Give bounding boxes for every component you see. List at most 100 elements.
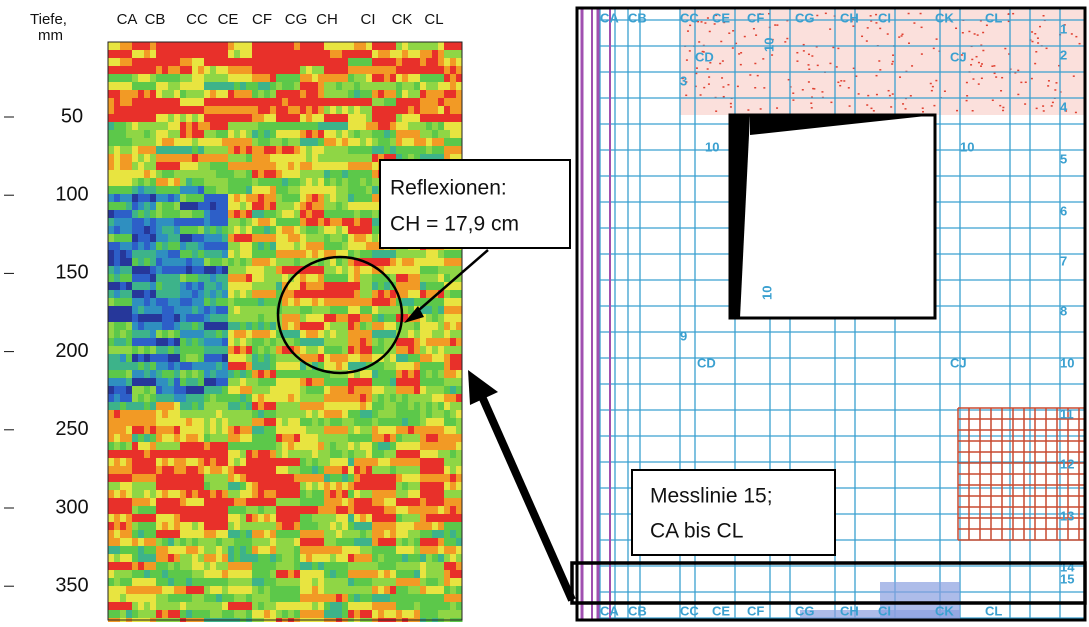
heat-cell bbox=[396, 274, 403, 283]
heat-cell bbox=[372, 602, 379, 611]
heat-cell bbox=[210, 258, 217, 267]
dot bbox=[870, 107, 873, 110]
heat-cell bbox=[312, 82, 319, 91]
heat-cell bbox=[264, 410, 271, 419]
heat-cell bbox=[324, 370, 331, 379]
heat-cell bbox=[264, 394, 271, 403]
heat-cell bbox=[174, 498, 181, 507]
heat-cell bbox=[144, 322, 151, 331]
heat-cell bbox=[168, 242, 175, 251]
heat-cell bbox=[174, 298, 181, 307]
heat-cell bbox=[192, 138, 199, 147]
heat-cell bbox=[426, 482, 433, 491]
heat-cell bbox=[444, 354, 451, 363]
dot bbox=[879, 27, 882, 30]
heat-cell bbox=[360, 330, 367, 339]
heat-cell bbox=[234, 106, 241, 115]
heat-cell bbox=[192, 194, 199, 203]
heat-cell bbox=[276, 530, 283, 539]
heat-cell bbox=[240, 82, 247, 91]
heat-cell bbox=[450, 522, 457, 531]
heat-cell bbox=[402, 322, 409, 331]
heat-cell bbox=[126, 546, 133, 555]
heat-cell bbox=[108, 578, 115, 587]
heat-cell bbox=[168, 530, 175, 539]
depth-label: 350 bbox=[55, 574, 88, 596]
heat-cell bbox=[228, 426, 235, 435]
heat-cell bbox=[348, 354, 355, 363]
heat-cell bbox=[372, 306, 379, 315]
heat-cell bbox=[336, 322, 343, 331]
heat-cell bbox=[372, 570, 379, 579]
heat-cell bbox=[126, 306, 133, 315]
heat-cell bbox=[222, 322, 229, 331]
heat-cell bbox=[264, 514, 271, 523]
heat-cell bbox=[204, 370, 211, 379]
dot bbox=[1051, 101, 1054, 104]
heat-cell bbox=[168, 298, 175, 307]
heat-cell bbox=[222, 130, 229, 139]
heat-cell bbox=[450, 338, 457, 347]
heat-cell bbox=[294, 474, 301, 483]
heat-cell bbox=[108, 226, 115, 235]
heat-cell bbox=[150, 282, 157, 291]
heat-cell bbox=[222, 442, 229, 451]
heat-cell bbox=[330, 546, 337, 555]
heat-cell bbox=[342, 610, 349, 619]
heat-cell bbox=[234, 202, 241, 211]
heat-cell bbox=[330, 290, 337, 299]
heat-cell bbox=[222, 482, 229, 491]
heat-cell bbox=[306, 402, 313, 411]
heat-cell bbox=[318, 338, 325, 347]
heat-cell bbox=[240, 402, 247, 411]
heat-cell bbox=[402, 594, 409, 603]
heat-cell bbox=[444, 570, 451, 579]
axis-unit: mm bbox=[38, 27, 63, 44]
heat-cell bbox=[420, 250, 427, 259]
heat-cell bbox=[198, 362, 205, 371]
heat-cell bbox=[198, 106, 205, 115]
heat-cell bbox=[372, 458, 379, 467]
heat-cell bbox=[366, 226, 373, 235]
heat-cell bbox=[306, 74, 313, 83]
heat-cell bbox=[276, 498, 283, 507]
heat-cell bbox=[246, 122, 253, 131]
heat-cell bbox=[384, 498, 391, 507]
heat-cell bbox=[210, 242, 217, 251]
heat-cell bbox=[174, 130, 181, 139]
heat-cell bbox=[300, 466, 307, 475]
heat-cell bbox=[180, 570, 187, 579]
heat-cell bbox=[378, 426, 385, 435]
heat-cell bbox=[300, 394, 307, 403]
heat-cell bbox=[156, 362, 163, 371]
heat-cell bbox=[198, 354, 205, 363]
heat-cell bbox=[318, 394, 325, 403]
heat-cell bbox=[228, 602, 235, 611]
heat-cell bbox=[198, 258, 205, 267]
heat-cell bbox=[324, 410, 331, 419]
heat-cell bbox=[372, 426, 379, 435]
heat-cell bbox=[192, 258, 199, 267]
heat-cell bbox=[222, 594, 229, 603]
dot bbox=[735, 42, 738, 45]
heat-cell bbox=[282, 122, 289, 131]
heat-cell bbox=[204, 266, 211, 275]
heat-cell bbox=[306, 170, 313, 179]
heat-cell bbox=[312, 362, 319, 371]
heat-cell bbox=[144, 522, 151, 531]
heat-cell bbox=[330, 58, 337, 67]
heat-cell bbox=[150, 66, 157, 75]
heat-cell bbox=[348, 474, 355, 483]
heat-cell bbox=[228, 290, 235, 299]
dot bbox=[802, 50, 805, 52]
heat-cell bbox=[360, 394, 367, 403]
heat-cell bbox=[426, 282, 433, 291]
heat-cell bbox=[138, 314, 145, 323]
heat-cell bbox=[138, 42, 145, 51]
heat-cell bbox=[252, 594, 259, 603]
heat-cell bbox=[420, 346, 427, 355]
label-text: Messlinie 15; bbox=[650, 485, 773, 508]
heat-cell bbox=[270, 194, 277, 203]
heat-cell bbox=[120, 250, 127, 259]
heat-cell bbox=[294, 154, 301, 163]
